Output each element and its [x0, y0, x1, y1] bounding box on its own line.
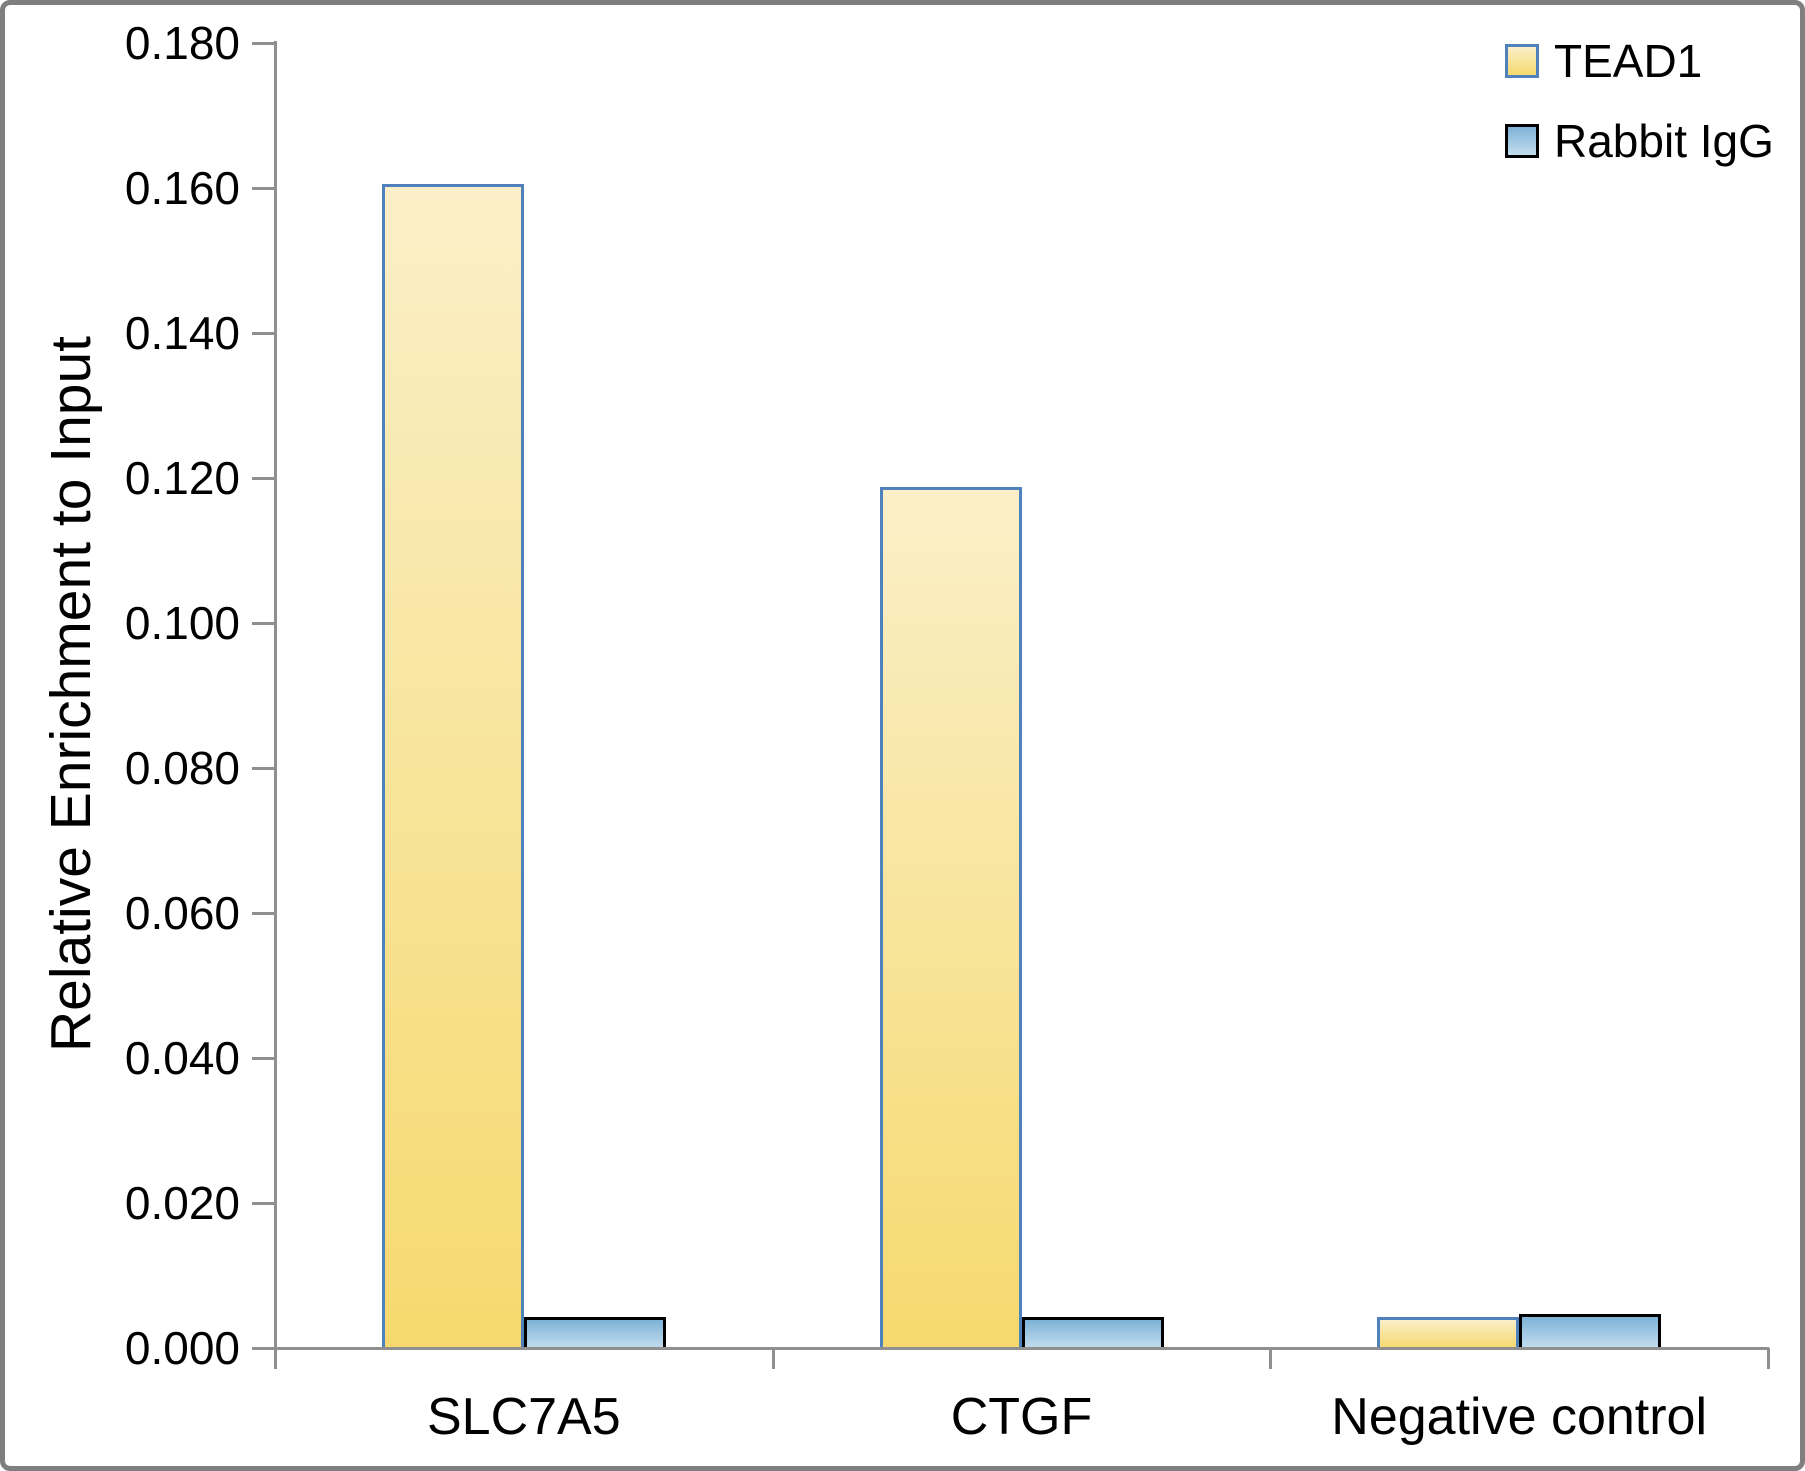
y-tick-mark: [252, 42, 275, 45]
x-category-label-ctgf: CTGF: [950, 1388, 1093, 1446]
y-tick-label: 0.140: [124, 307, 240, 359]
legend-swatch-rabbit-igg: [1505, 124, 1539, 158]
y-tick-mark: [252, 1057, 275, 1060]
y-tick-label: 0.120: [124, 452, 240, 504]
bar-tead1-slc7a5: [381, 184, 524, 1348]
y-tick-label: 0.000: [124, 1322, 240, 1374]
y-tick-mark: [252, 187, 275, 190]
x-tick-mark: [1767, 1348, 1770, 1369]
y-tick-label: 0.180: [124, 17, 240, 69]
y-tick-label: 0.060: [124, 887, 240, 939]
legend-label: TEAD1: [1554, 35, 1703, 87]
y-axis-line: [274, 41, 277, 1369]
y-tick-label: 0.020: [124, 1177, 240, 1229]
bar-rabbit-igg-slc7a5: [523, 1317, 666, 1348]
y-tick-mark: [252, 912, 275, 915]
legend-label: Rabbit IgG: [1554, 115, 1774, 167]
y-tick-mark: [252, 1347, 275, 1350]
y-tick-label: 0.040: [124, 1032, 240, 1084]
y-tick-mark: [252, 1202, 275, 1205]
x-tick-mark: [771, 1348, 775, 1369]
legend-swatch-tead1: [1505, 44, 1539, 78]
y-tick-mark: [252, 477, 275, 480]
y-tick-mark: [252, 332, 275, 335]
x-category-label-negative-control: Negative control: [1331, 1388, 1708, 1446]
y-axis-title: Relative Enrichment to Input: [39, 335, 103, 1053]
x-tick-mark: [1269, 1348, 1273, 1369]
bar-tead1-negative-control: [1377, 1317, 1520, 1348]
bar-rabbit-igg-ctgf: [1021, 1317, 1164, 1348]
y-tick-label: 0.080: [124, 742, 240, 794]
y-tick-mark: [252, 767, 275, 770]
y-tick-label: 0.100: [124, 597, 240, 649]
x-category-label-slc7a5: SLC7A5: [426, 1388, 621, 1446]
x-axis-line: [274, 1347, 1769, 1350]
x-tick-mark: [274, 1348, 277, 1369]
y-tick-label: 0.160: [124, 162, 240, 214]
bar-rabbit-igg-negative-control: [1519, 1314, 1662, 1348]
y-tick-mark: [252, 622, 275, 625]
bar-tead1-ctgf: [879, 487, 1022, 1348]
